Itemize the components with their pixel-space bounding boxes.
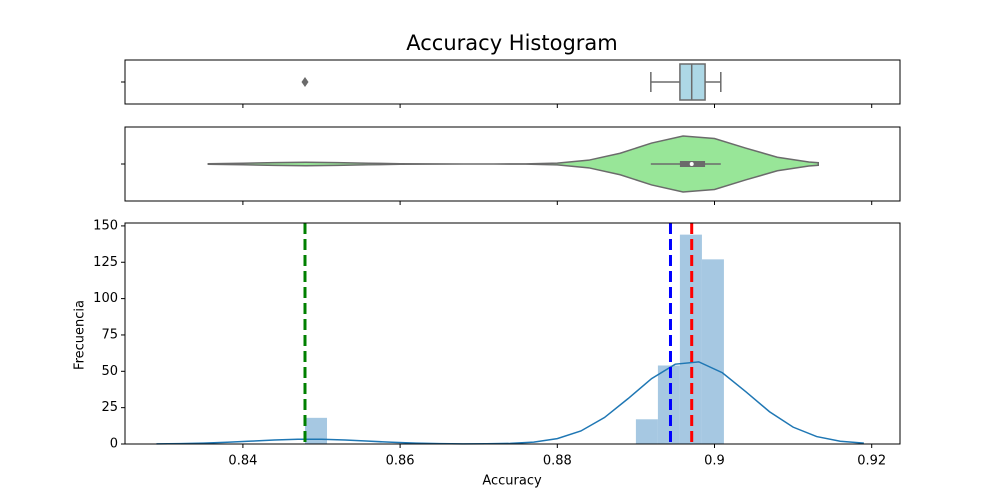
plot-frame — [124, 222, 901, 445]
chart-title: Accuracy Histogram — [406, 31, 618, 55]
y-tick-label: 0 — [110, 437, 118, 452]
box — [679, 63, 706, 101]
x-tick-label: 0.9 — [704, 454, 725, 469]
y-tick-label: 25 — [101, 400, 118, 415]
x-tick-label: 0.84 — [228, 454, 257, 469]
plot-frame — [124, 126, 901, 202]
y-tick-label: 75 — [101, 327, 118, 342]
y-tick-label: 150 — [93, 218, 118, 233]
y-tick-label: 100 — [93, 291, 118, 306]
x-axis-label: Accuracy — [482, 474, 542, 489]
median — [689, 162, 694, 166]
plot-frame — [124, 59, 901, 105]
x-tick-label: 0.88 — [543, 454, 572, 469]
y-tick-label: 125 — [93, 255, 118, 270]
bar — [701, 259, 724, 444]
bar — [657, 365, 680, 444]
x-tick-label: 0.86 — [386, 454, 415, 469]
outlier — [301, 77, 309, 87]
y-tick-label: 50 — [101, 364, 118, 379]
y-axis-label: Frecuencia — [73, 300, 88, 370]
kde-line — [156, 361, 864, 445]
bar — [635, 419, 658, 444]
bar — [304, 417, 328, 444]
x-tick-label: 0.92 — [857, 454, 886, 469]
violin — [207, 135, 820, 193]
